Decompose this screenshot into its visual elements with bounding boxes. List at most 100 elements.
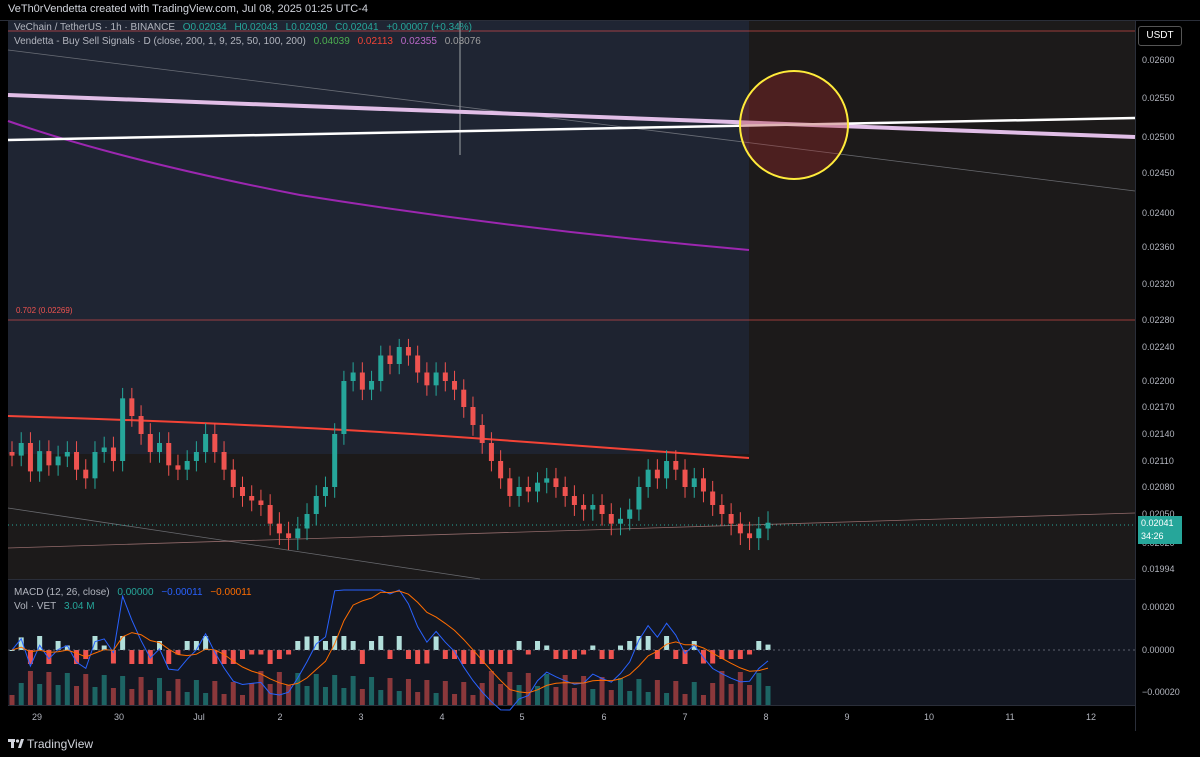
volume-bar [120,676,126,705]
time-tick-label: 8 [763,712,768,722]
macd-histogram-bar [535,641,541,650]
candle-body [700,478,706,492]
candle-body [359,372,365,390]
volume-bar [710,683,716,705]
macd-histogram-bar [452,650,458,659]
macd-histogram-bar [249,650,255,655]
macd-histogram-bar [617,645,623,650]
macd-histogram-bar [378,636,384,650]
indicator-value-4: 0.03076 [444,36,481,47]
price-tick-label: 0.02500 [1142,132,1175,142]
support-line [7,512,1136,549]
candle-body [387,355,393,364]
price-tick-label: 0.02600 [1142,55,1175,65]
volume-bar [129,689,135,705]
macd-histogram-bar [479,650,485,664]
macd-tick-label: −0.00020 [1142,687,1180,697]
macd-histogram-bar [138,650,144,664]
candle-body [682,469,688,487]
time-tick-label: 4 [439,712,444,722]
macd-histogram-bar [544,645,550,650]
candle-body [120,398,126,461]
macd-histogram-bar [64,645,70,650]
top-bar: VeTh0rVendetta created with TradingView.… [0,0,1200,21]
macd-histogram-bar [581,650,587,655]
price-tick-label: 0.02200 [1142,376,1175,386]
time-tick-label: 2 [277,712,282,722]
macd-histogram-bar [212,650,218,664]
macd-histogram-bar [258,650,264,655]
volume-bar [719,671,725,705]
time-tick-label: 6 [601,712,606,722]
time-tick-label: 7 [682,712,687,722]
volume-bar [378,690,384,705]
ohlc-high: H0.02043 [234,22,278,33]
volume-bar [322,687,328,705]
volume-bar [175,679,181,705]
price-tick-label: 0.02240 [1142,342,1175,352]
volume-bar [203,693,209,705]
volume-bar [452,694,458,705]
macd-value-1: 0.00000 [117,587,154,598]
macd-histogram-bar [46,650,52,664]
volume-bar [55,685,61,705]
candle-body [378,355,384,381]
macd-histogram-bar [175,650,181,655]
time-tick-label: 3 [358,712,363,722]
macd-histogram-bar [359,650,365,664]
candle-body [544,478,550,483]
candle-body [433,372,439,386]
macd-histogram-bar [498,650,504,664]
candle-body [571,496,577,505]
macd-histogram-bar [765,644,771,650]
snapshot-title: VeTh0rVendetta created with TradingView.… [8,3,368,15]
volume-bar [571,688,577,705]
blue-zone [8,21,749,319]
blue-zone-lower [8,319,749,454]
macd-histogram-bar [295,641,301,650]
volume-bar [691,682,697,705]
candle-body [756,528,762,539]
candle-body [64,452,70,457]
volume-bar [396,691,402,705]
volume-bar [37,684,43,705]
candle-body [617,518,623,524]
candle-body [461,389,467,407]
volume-bar [737,672,743,705]
indicator-name: Vendetta - Buy Sell Signals · D (close, … [14,36,306,47]
purple-ma [7,120,750,251]
candle-body [157,443,163,452]
candle-body [452,381,458,390]
volume-bar [673,681,679,705]
volume-bar [516,685,522,705]
volume-bar [193,680,199,705]
macd-histogram-bar [470,650,476,664]
macd-histogram-bar [673,650,679,659]
macd-name: MACD (12, 26, close) [14,587,110,598]
candle-body [230,469,236,487]
price-tick-label: 0.02080 [1142,482,1175,492]
volume-bar [18,683,24,705]
macd-histogram-bar [442,650,448,659]
candle-body [636,487,642,510]
volume-bar [267,684,273,705]
macd-histogram-bar [230,650,236,664]
ohlc-low: L0.02030 [285,22,328,33]
macd-histogram-bar [710,650,716,664]
macd-histogram-bar [728,650,734,659]
volume-bar [138,677,144,705]
candle-body [710,491,716,505]
volume-bar [276,672,282,705]
candle-body [507,478,513,496]
volume-bar [756,673,762,705]
candle-body [313,496,319,514]
volume-bar [479,683,485,705]
candle-body [599,505,605,514]
macd-histogram-bar [461,650,467,664]
time-tick-label: 5 [519,712,524,722]
price-tick-label: 0.02280 [1142,315,1175,325]
volume-bar [212,681,218,705]
currency-button[interactable]: USDT [1138,26,1182,46]
